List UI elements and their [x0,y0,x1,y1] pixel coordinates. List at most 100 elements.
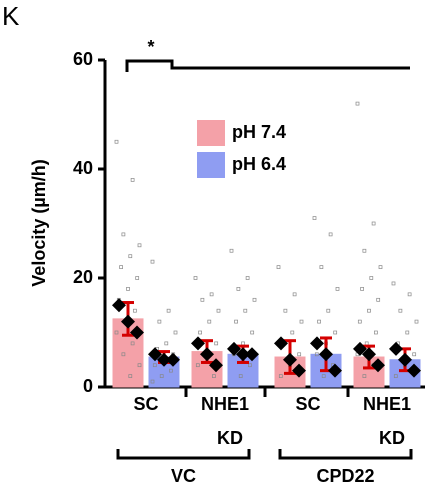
cell-point [364,341,369,346]
group-bracket [116,449,251,460]
replicate-mean [191,336,205,351]
cell-point [241,341,245,346]
cell-point [130,178,135,182]
cell-point [130,341,135,346]
replicate-mean [292,363,306,378]
cell-point [126,287,130,291]
cell-point [292,292,297,297]
cell-point [193,276,198,280]
cell-point [374,330,378,335]
x-sublabel: KD [379,428,405,448]
replicate-mean [166,352,180,367]
cell-point [152,363,157,368]
cell-point [114,139,119,144]
y-tick-label: 40 [73,158,93,178]
cell-point [238,374,243,378]
replicate-mean [398,352,412,367]
replicate-mean [362,347,376,362]
cell-point [200,297,205,302]
cell-point [128,374,133,378]
cell-point [371,221,376,226]
cell-point [209,292,214,297]
cell-point [164,341,169,346]
cell-point [369,276,374,280]
cell-point [212,374,216,378]
group-label: CPD22 [316,466,374,486]
replicate-mean [148,347,162,362]
cell-point [128,254,133,259]
bracket-line [125,59,410,72]
cell-point [121,232,126,237]
cell-point [133,308,137,313]
cell-point [407,292,412,297]
cell-point [360,287,364,291]
cell-point [173,330,178,335]
cell-point [198,330,202,335]
cell-point [378,265,383,269]
group-label: VC [171,466,196,486]
replicate-mean [283,352,297,367]
cell-point [169,368,173,373]
x-sublabel: KD [217,428,243,448]
cell-point [214,341,219,346]
cell-point [333,330,338,335]
replicate-mean [236,347,250,362]
cell-point [252,297,257,302]
legend-swatch [197,152,225,178]
cell-point [297,352,302,357]
cell-point [166,308,171,313]
cell-point [216,308,221,313]
cell-point [319,265,324,269]
legend-label: pH 6.4 [232,154,286,174]
replicate-mean [157,352,171,367]
y-tick-label: 0 [83,376,93,396]
replicate-mean [112,298,126,313]
y-axis-label: Velocity (µm/h) [29,159,49,286]
cell-point [157,319,162,324]
replicate-mean [245,347,259,362]
cell-point [114,330,119,335]
cell-point [245,276,250,280]
cell-point [159,374,164,378]
replicate-mean [407,363,421,378]
cell-point [405,330,410,335]
cell-point [250,330,255,335]
x-tick-label: SC [133,394,158,414]
cell-point [137,363,142,368]
replicate-mean [310,336,324,351]
replicate-mean [209,358,223,373]
cell-point [393,374,398,378]
cell-point [135,276,140,280]
cell-point [355,101,360,106]
cell-point [234,319,238,324]
cell-point [150,259,155,264]
y-tick-label: 60 [73,49,93,69]
cell-point [326,308,331,313]
cell-point [328,232,333,237]
replicate-mean [319,347,333,362]
cell-point [398,308,403,313]
cell-point [276,265,281,269]
cell-point [314,352,319,357]
cell-point [229,248,234,253]
cell-point [290,330,295,335]
cell-point [150,379,155,384]
legend-label: pH 7.4 [232,122,286,142]
replicate-mean [353,341,367,356]
cell-point [317,319,321,324]
cell-point [299,319,304,324]
cell-point [357,319,362,324]
cell-point [243,308,248,313]
cell-point [312,216,317,220]
cell-point [137,243,142,248]
replicate-mean [227,341,241,356]
cell-point [278,374,283,378]
cell-point [207,319,212,324]
legend-swatch [197,120,225,146]
replicate-mean [200,347,214,362]
cell-point [335,287,340,291]
cell-point [391,281,396,286]
x-tick-label: SC [295,394,320,414]
x-tick-label: NHE1 [363,394,411,414]
y-tick-label: 20 [73,267,93,287]
